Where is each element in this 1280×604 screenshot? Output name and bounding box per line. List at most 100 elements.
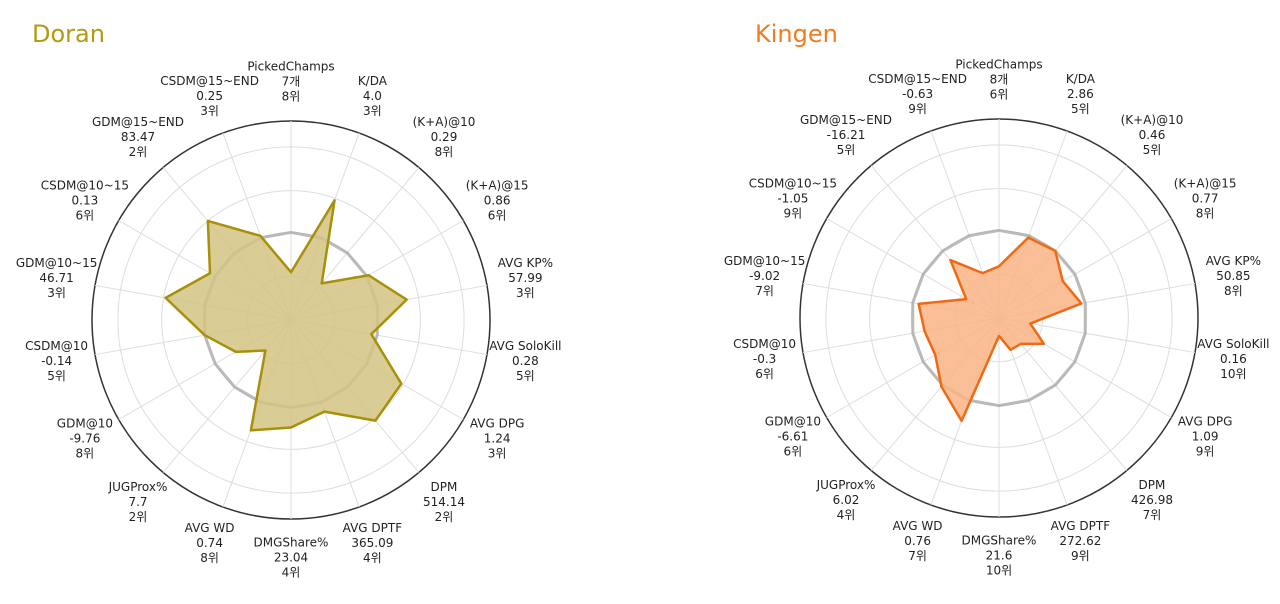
rank-label: 8위 [200,551,219,565]
stat-value: 7.7 [128,495,147,509]
rank-label: 9위 [1071,549,1090,563]
stat-value: 0.74 [196,536,223,550]
rank-label: 7위 [1143,508,1162,522]
rank-label: 4위 [363,551,382,565]
stat-value: -16.21 [827,128,866,142]
rank-label: 6위 [755,367,774,381]
axis-label: JUGProx% [108,480,168,494]
stat-value: 6.02 [833,493,860,507]
rank-label: 9위 [1196,445,1215,459]
stat-value: 0.25 [196,89,223,103]
stat-value: -0.3 [753,352,776,366]
axis-label: DMGShare% [962,534,1037,548]
rank-label: 3위 [488,447,507,461]
stat-value: 0.76 [904,534,931,548]
axis-label: AVG KP% [498,256,553,270]
rank-label: 5위 [837,143,856,157]
rank-label: 9위 [784,207,803,221]
axis-label: (K+A)@10 [1121,113,1184,127]
axis-label: AVG KP% [1206,254,1261,268]
axis-label: CSDM@15~END [160,74,259,88]
axis-label: AVG SoloKill [489,339,561,353]
stat-value: 0.29 [431,130,458,144]
axis-label: CSDM@10 [25,339,88,353]
axis-label: PickedChamps [955,58,1042,72]
rank-label: 5위 [47,369,66,383]
rank-label: 10위 [986,564,1012,578]
axis-label: AVG WD [893,519,943,533]
axis-label: AVG SoloKill [1197,337,1269,351]
rank-label: 5위 [516,369,535,383]
chart-title: Kingen [755,20,838,48]
average-ring [911,228,1087,408]
axis-label: CSDM@15~END [868,72,967,86]
axis-label: DMGShare% [254,536,329,550]
rank-label: 2위 [435,510,454,524]
axis-label: AVG WD [185,521,235,535]
axis-label: (K+A)@15 [466,179,529,193]
stat-value: 1.09 [1192,430,1219,444]
rank-label: 7위 [755,284,774,298]
stat-value: 57.99 [508,271,542,285]
axis-label: CSDM@10 [733,337,796,351]
stat-value: 83.47 [121,130,155,144]
stat-value: 514.14 [423,495,465,509]
stat-value: 7개 [282,75,301,89]
rank-label: 3위 [200,104,219,118]
radar-area [917,236,1083,423]
rank-label: 4위 [282,566,301,580]
stat-value: -0.14 [41,354,72,368]
axis-label: K/DA [358,74,388,88]
rank-label: 2위 [129,510,148,524]
stat-value: -1.05 [777,192,808,206]
axis-label: CSDM@10~15 [749,177,837,191]
axis-label: PickedChamps [247,60,334,74]
axis-label: CSDM@10~15 [41,179,129,193]
axis-label: AVG DPTF [343,521,403,535]
rank-label: 3위 [363,104,382,118]
axis-label: DPM [431,480,458,494]
rank-label: 8위 [76,447,95,461]
stat-value: -9.76 [69,432,100,446]
stat-value: 8개 [990,73,1009,87]
stat-value: 426.98 [1131,493,1173,507]
axis-label: JUGProx% [816,478,876,492]
rank-label: 9위 [908,102,927,116]
rank-label: 8위 [435,145,454,159]
rank-label: 5위 [1071,102,1090,116]
rank-label: 3위 [47,286,66,300]
rank-label: 6위 [488,209,507,223]
rank-label: 6위 [784,445,803,459]
axis-label: GDM@10 [57,417,113,431]
axis-label: GDM@15~END [92,115,184,129]
axis-label: GDM@10~15 [16,256,98,270]
axis-label: DPM [1139,478,1166,492]
rank-label: 6위 [990,88,1009,102]
axis-label: (K+A)@15 [1174,177,1237,191]
rank-label: 3위 [516,286,535,300]
axis-label: K/DA [1066,72,1096,86]
stat-value: 272.62 [1059,534,1101,548]
axis-label: AVG DPG [470,417,525,431]
stat-value: 0.86 [484,194,511,208]
rank-label: 6위 [76,209,95,223]
axis-label: GDM@15~END [800,113,892,127]
stat-value: 2.86 [1067,87,1094,101]
axis-label: AVG DPG [1178,415,1233,429]
stat-value: 21.6 [986,549,1013,563]
rank-label: 8위 [1196,207,1215,221]
rank-label: 10위 [1220,367,1246,381]
stat-value: 0.46 [1139,128,1166,142]
rank-label: 5위 [1143,143,1162,157]
stat-value: 0.77 [1192,192,1219,206]
rank-label: 8위 [282,90,301,104]
rank-label: 4위 [837,508,856,522]
stat-value: 0.13 [72,194,99,208]
stat-value: 0.16 [1220,352,1247,366]
stat-value: -9.02 [749,269,780,283]
stat-value: 1.24 [484,432,511,446]
stat-value: 365.09 [351,536,393,550]
rank-label: 2위 [129,145,148,159]
